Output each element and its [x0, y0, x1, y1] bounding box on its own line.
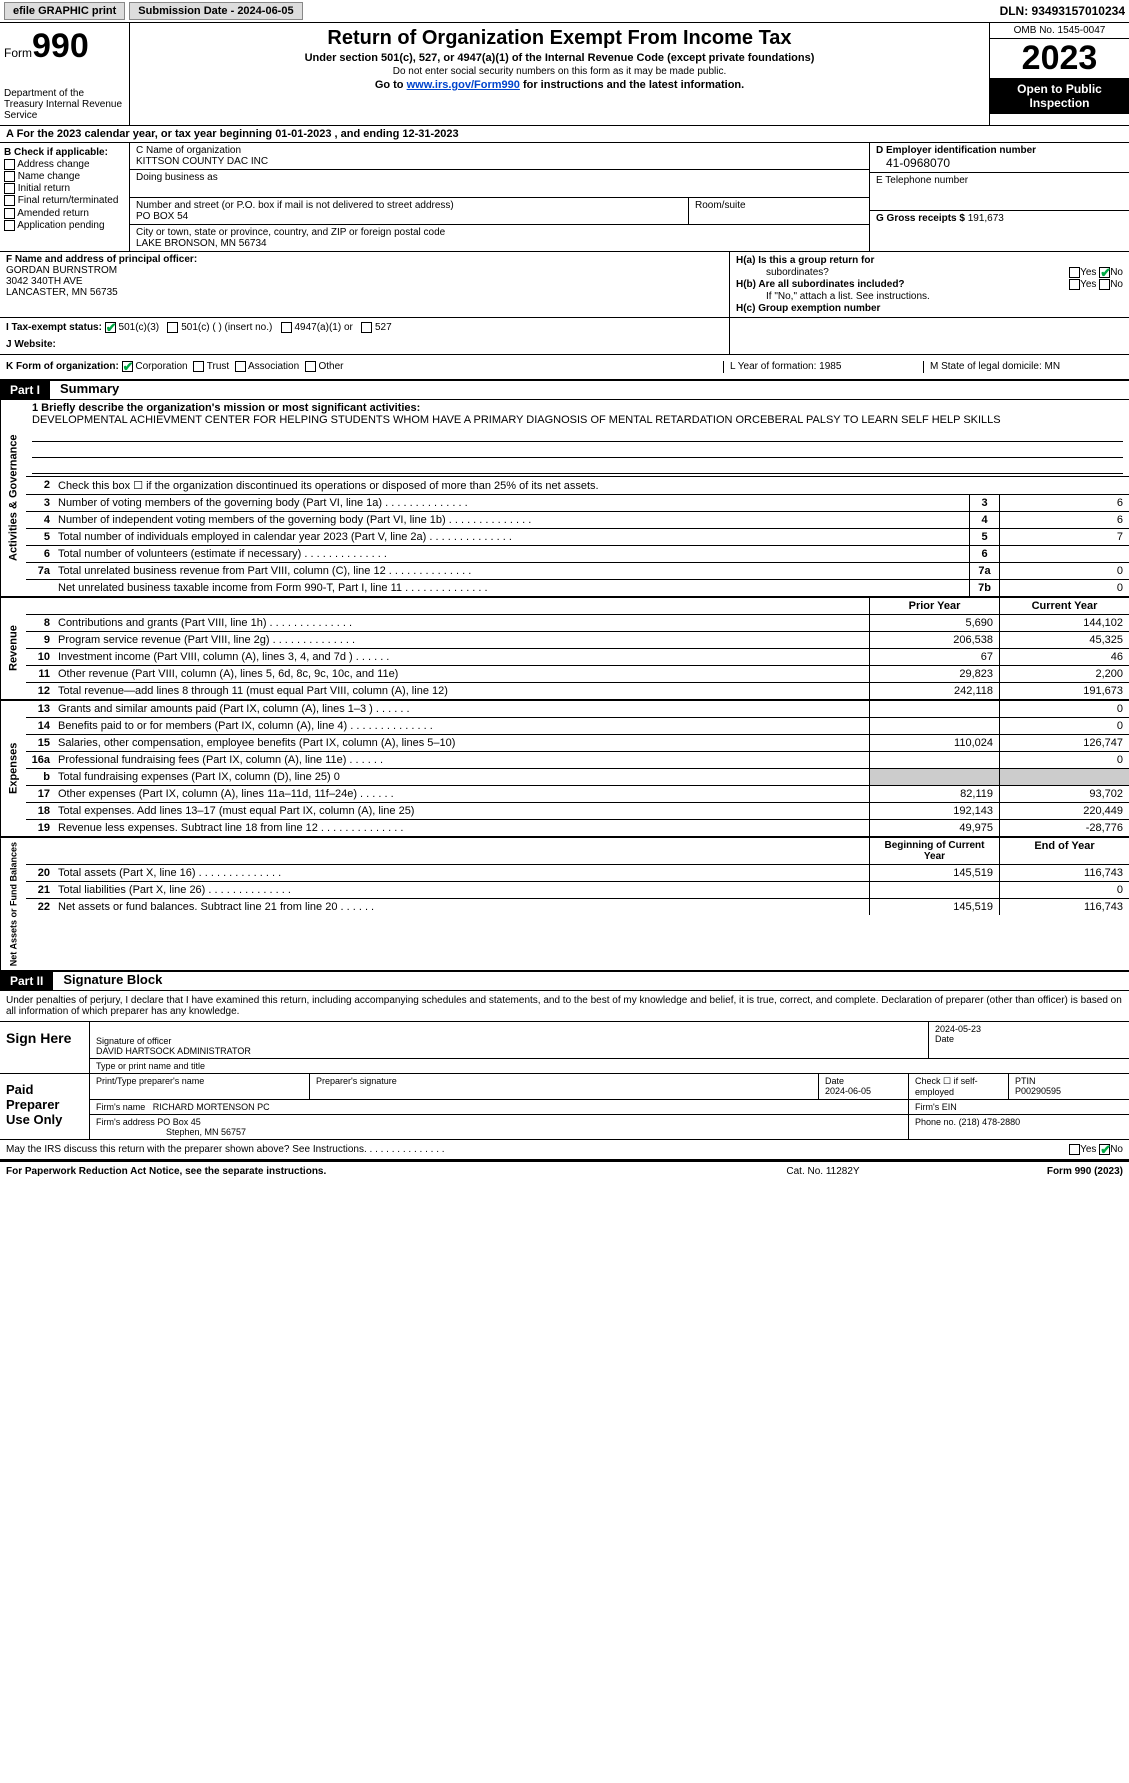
- col-b-checkboxes: B Check if applicable: Address change Na…: [0, 143, 130, 251]
- section-bcde: B Check if applicable: Address change Na…: [0, 143, 1129, 252]
- open-to-public: Open to Public Inspection: [990, 78, 1129, 114]
- omb-number: OMB No. 1545-0047: [990, 23, 1129, 39]
- room-label: Room/suite: [695, 200, 863, 211]
- vtab-governance: Activities & Governance: [0, 400, 26, 596]
- submission-date-button[interactable]: Submission Date - 2024-06-05: [129, 2, 302, 20]
- summary-revenue: Revenue Prior YearCurrent Year 8Contribu…: [0, 598, 1129, 701]
- city-value: LAKE BRONSON, MN 56734: [136, 238, 863, 249]
- summary-net-assets: Net Assets or Fund Balances Beginning of…: [0, 838, 1129, 972]
- efile-print-button[interactable]: efile GRAPHIC print: [4, 2, 125, 20]
- phone-label: E Telephone number: [876, 175, 1123, 186]
- group-return: H(a) Is this a group return for subordin…: [729, 252, 1129, 317]
- vtab-expenses: Expenses: [0, 701, 26, 836]
- signature-section: Under penalties of perjury, I declare th…: [0, 991, 1129, 1161]
- form-number: Form990: [4, 27, 125, 66]
- topbar: efile GRAPHIC print Submission Date - 20…: [0, 0, 1129, 23]
- mission-text: DEVELOPMENTAL ACHIEVMENT CENTER FOR HELP…: [32, 414, 1123, 426]
- dba-label: Doing business as: [136, 172, 863, 183]
- part-i-header: Part I Summary: [0, 381, 1129, 400]
- irs-discuss: May the IRS discuss this return with the…: [6, 1144, 445, 1155]
- irs-link[interactable]: www.irs.gov/Form990: [407, 79, 520, 91]
- form-header: Form990 Department of the Treasury Inter…: [0, 23, 1129, 126]
- sign-here-block: Sign Here Signature of officer DAVID HAR…: [0, 1022, 1129, 1074]
- part-ii-header: Part II Signature Block: [0, 972, 1129, 991]
- gross-receipts-value: 191,673: [968, 213, 1004, 224]
- section-ij: I Tax-exempt status: 501(c)(3) 501(c) ( …: [0, 318, 1129, 355]
- paid-preparer-block: Paid Preparer Use Only Print/Type prepar…: [0, 1074, 1129, 1140]
- gross-receipts-label: G Gross receipts $: [876, 213, 968, 224]
- section-klm: K Form of organization: Corporation Trus…: [0, 355, 1129, 380]
- col-de: D Employer identification number 41-0968…: [869, 143, 1129, 251]
- ein-label: D Employer identification number: [876, 145, 1123, 156]
- state-domicile: M State of legal domicile: MN: [923, 361, 1123, 372]
- summary-expenses: Expenses 13Grants and similar amounts pa…: [0, 701, 1129, 838]
- city-label: City or town, state or province, country…: [136, 227, 863, 238]
- street-label: Number and street (or P.O. box if mail i…: [136, 200, 682, 211]
- form-title: Return of Organization Exempt From Incom…: [136, 27, 983, 50]
- row-a-tax-year: A For the 2023 calendar year, or tax yea…: [0, 126, 1129, 143]
- tax-year: 2023: [990, 39, 1129, 78]
- year-formation: L Year of formation: 1985: [723, 361, 923, 372]
- ssn-warning: Do not enter social security numbers on …: [136, 66, 983, 77]
- instructions-line: Go to www.irs.gov/Form990 for instructio…: [136, 79, 983, 91]
- section-fh: F Name and address of principal officer:…: [0, 252, 1129, 318]
- dept-label: Department of the Treasury Internal Reve…: [4, 88, 125, 121]
- summary-governance: Activities & Governance 1 Briefly descri…: [0, 400, 1129, 598]
- street-value: PO BOX 54: [136, 211, 682, 222]
- principal-officer: F Name and address of principal officer:…: [0, 252, 729, 317]
- ein-value: 41-0968070: [876, 156, 1123, 170]
- dln-label: DLN: 93493157010234: [1000, 4, 1125, 18]
- vtab-net-assets: Net Assets or Fund Balances: [0, 838, 26, 970]
- org-name-label: C Name of organization: [136, 145, 863, 156]
- vtab-revenue: Revenue: [0, 598, 26, 699]
- org-name: KITTSON COUNTY DAC INC: [136, 156, 863, 167]
- form-subtitle: Under section 501(c), 527, or 4947(a)(1)…: [136, 52, 983, 64]
- footer: For Paperwork Reduction Act Notice, see …: [0, 1161, 1129, 1181]
- col-c-org-info: C Name of organization KITTSON COUNTY DA…: [130, 143, 869, 251]
- perjury-declaration: Under penalties of perjury, I declare th…: [0, 991, 1129, 1022]
